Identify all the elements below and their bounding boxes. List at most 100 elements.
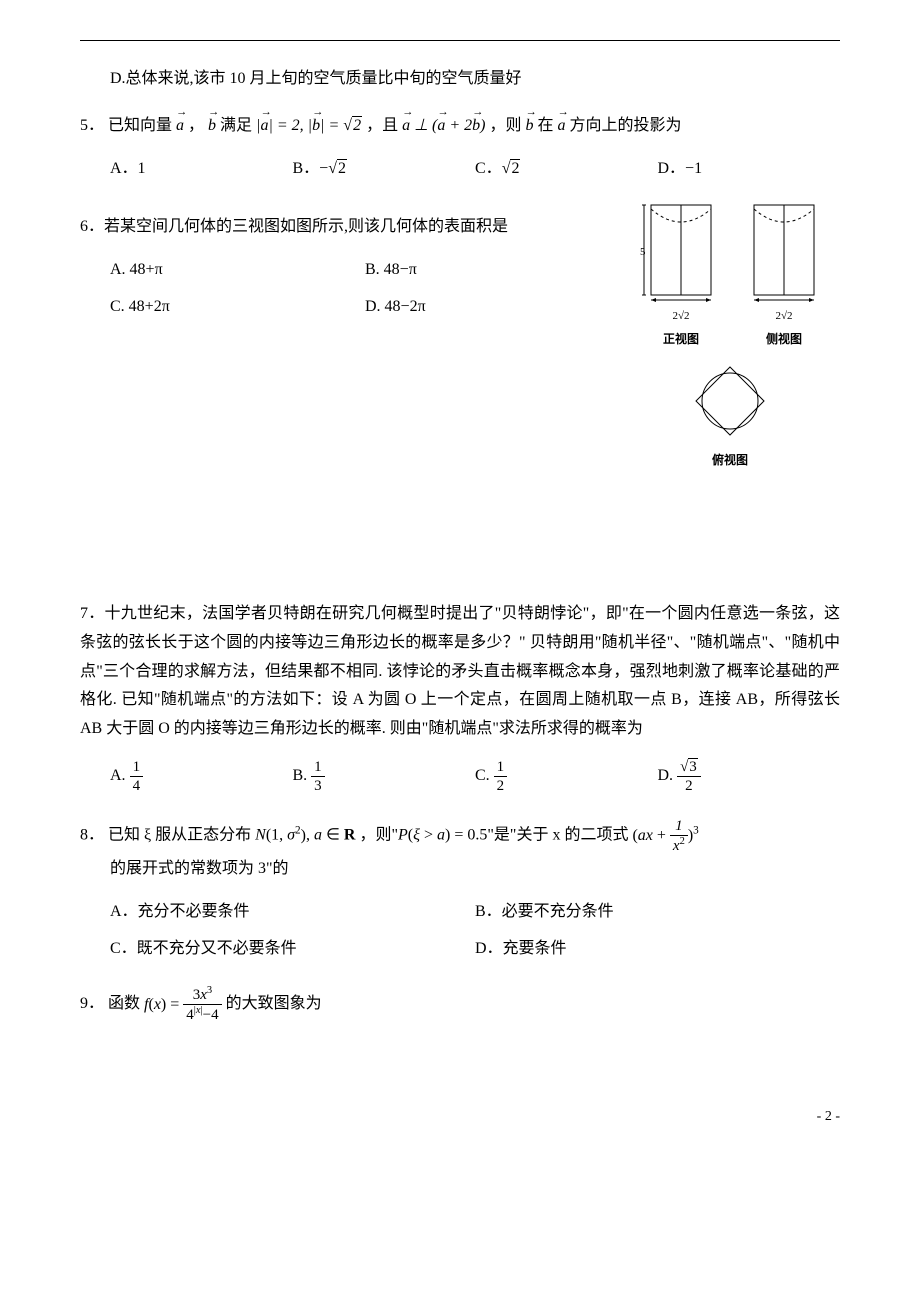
question-7: 7．十九世纪末，法国学者贝特朗在研究几何概型时提出了"贝特朗悖论"，即"在一个圆… [80,600,840,744]
q7d-n: 3 [688,758,698,775]
q5-options: A．1 B．−√2 C．√2 D．−1 [80,151,840,188]
perp: a ⊥ (a + 2b) [402,117,485,134]
front-view: 5 2√2 正视图 [636,195,726,350]
q8-opt-c: C．既不充分又不必要条件 [110,931,475,968]
side-view-svg [744,195,824,305]
sqrt2-2: 2 [337,159,347,177]
page-number: - 2 - [80,1104,840,1129]
q5-p2: ， [188,117,204,134]
vec-b-sym3: b [472,117,480,134]
q7-num: 7． [80,605,105,622]
q5-num: 5． [80,117,104,134]
q4-option-d: D.总体来说,该市 10 月上旬的空气质量比中旬的空气质量好 [80,65,840,94]
top-label: 俯视图 [620,450,840,472]
q8-options: A．充分不必要条件 B．必要不充分条件 C．既不充分又不必要条件 D．充要条件 [80,894,840,968]
vec-a-sym5: a [558,117,566,134]
vec-b-2: b [525,112,533,141]
q5-opt-d: D．−1 [658,151,841,188]
side-view: 2√2 侧视图 [744,195,824,350]
q6-options: A. 48+π B. 48−π C. 48+2π D. 48−2π [80,252,620,326]
q8-p1: 已知 ξ 服从正态分布 [108,827,251,844]
q8-p4: "是"关于 x 的二项式 [487,827,628,844]
top-view-svg [690,361,770,441]
q8-fn: 1 [670,817,688,835]
q7b-n: 1 [311,758,325,776]
b-mag: |b| = √2 [308,117,362,134]
q7-opt-b: B. 13 [293,754,476,799]
q8-opt-b: B．必要不充分条件 [475,894,840,931]
q5-p4: ，且 [366,117,398,134]
top-rule [80,40,840,41]
vec-b-sym4: b [525,117,533,134]
q5-p5: ，则 [489,117,521,134]
q5-p6: 在 [537,117,553,134]
vec-a-1: a [176,112,184,141]
q8-cond: a ∈ R [314,827,356,844]
vec-b-1: b [208,112,216,141]
q7a: A. [110,767,126,784]
front-label: 正视图 [636,329,726,351]
q6-opt-a: A. 48+π [110,252,365,289]
vec-a-sym2: a [260,117,268,134]
q9-num: 9． [80,996,104,1013]
q7-opt-d: D. √32 [658,754,841,799]
q7d-d: 2 [677,776,701,795]
vec-a-2: a [558,112,566,141]
q8-p3: ，则" [359,827,398,844]
q7c-d: 2 [494,776,508,795]
side-label: 侧视图 [744,329,824,351]
question-9: 9． 函数 f(x) = 3x3 4|x|−4 的大致图象为 [80,985,840,1024]
question-6: 6．若某空间几何体的三视图如图所示,则该几何体的表面积是 [80,213,620,242]
q8-prob: P(ξ > a) = 0.5 [398,827,487,844]
a-mag: |a| = 2, [256,117,304,134]
q5-p3: 满足 [220,117,252,134]
sqrt2-1: 2 [352,116,362,134]
q5-optb-pre: B．− [293,160,329,177]
question-5: 5． 已知向量 a ， b 满足 |a| = 2, |b| = √2 ，且 a … [80,112,840,141]
q6-opt-c: C. 48+2π [110,289,365,326]
q5-opt-a: A．1 [110,151,293,188]
q7b: B. [293,767,308,784]
q9-fx: f(x) = 3x3 4|x|−4 [144,996,226,1013]
q5-p1: 已知向量 [108,117,172,134]
q7b-d: 3 [311,776,325,795]
q8-opt-a: A．充分不必要条件 [110,894,475,931]
q8-p2: , [306,827,314,844]
question-8: 8． 已知 ξ 服从正态分布 N(1, σ2), a ∈ R ，则"P(ξ > … [80,817,840,884]
q7-opt-a: A. 14 [110,754,293,799]
q7-options: A. 14 B. 13 C. 12 D. √32 [80,754,840,799]
q8-dist: N(1, σ2) [255,827,306,844]
q6-stem: 若某空间几何体的三视图如图所示,则该几何体的表面积是 [104,218,508,235]
vec-b-sym: b [208,117,216,134]
q5-opt-b: B．−√2 [293,151,476,188]
q9-p2: 的大致图象为 [226,996,322,1013]
front-dim: 2√2 [636,307,726,327]
svg-text:5: 5 [640,246,646,258]
q5-p7: 方向上的投影为 [570,117,682,134]
q5-optc-pre: C． [475,160,502,177]
q7-opt-c: C. 12 [475,754,658,799]
q7d: D. [658,767,674,784]
q7c: C. [475,767,490,784]
front-view-svg: 5 [636,195,726,305]
q8-expr: (ax + 1x2)3 [632,827,698,844]
vec-a-sym3: a [402,117,410,134]
q7-stem-wrap: 十九世纪末，法国学者贝特朗在研究几何概型时提出了"贝特朗悖论"，即"在一个圆内任… [80,605,840,737]
q6-opt-b: B. 48−π [365,252,620,289]
q8-p5: 的展开式的常数项为 3"的 [80,855,840,884]
q5-opt-c: C．√2 [475,151,658,188]
q7a-n: 1 [130,758,144,776]
q7-stem: 十九世纪末，法国学者贝特朗在研究几何概型时提出了"贝特朗悖论"，即"在一个圆内任… [80,605,840,737]
q5-text: 已知向量 a ， b 满足 |a| = 2, |b| = √2 ，且 a ⊥ (… [108,117,682,134]
vec-a-sym4: a [437,117,445,134]
sqrt2-3: 2 [510,159,520,177]
q6-num: 6． [80,218,104,235]
q8-num: 8． [80,827,104,844]
question-6-wrap: 6．若某空间几何体的三视图如图所示,则该几何体的表面积是 A. 48+π B. … [80,195,840,472]
q7a-d: 4 [130,776,144,795]
q7c-n: 1 [494,758,508,776]
q9-p1: 函数 [108,996,140,1013]
q8-opt-d: D．充要条件 [475,931,840,968]
vec-b-sym2: b [312,117,320,134]
three-view-figure: 5 2√2 正视图 [620,195,840,472]
